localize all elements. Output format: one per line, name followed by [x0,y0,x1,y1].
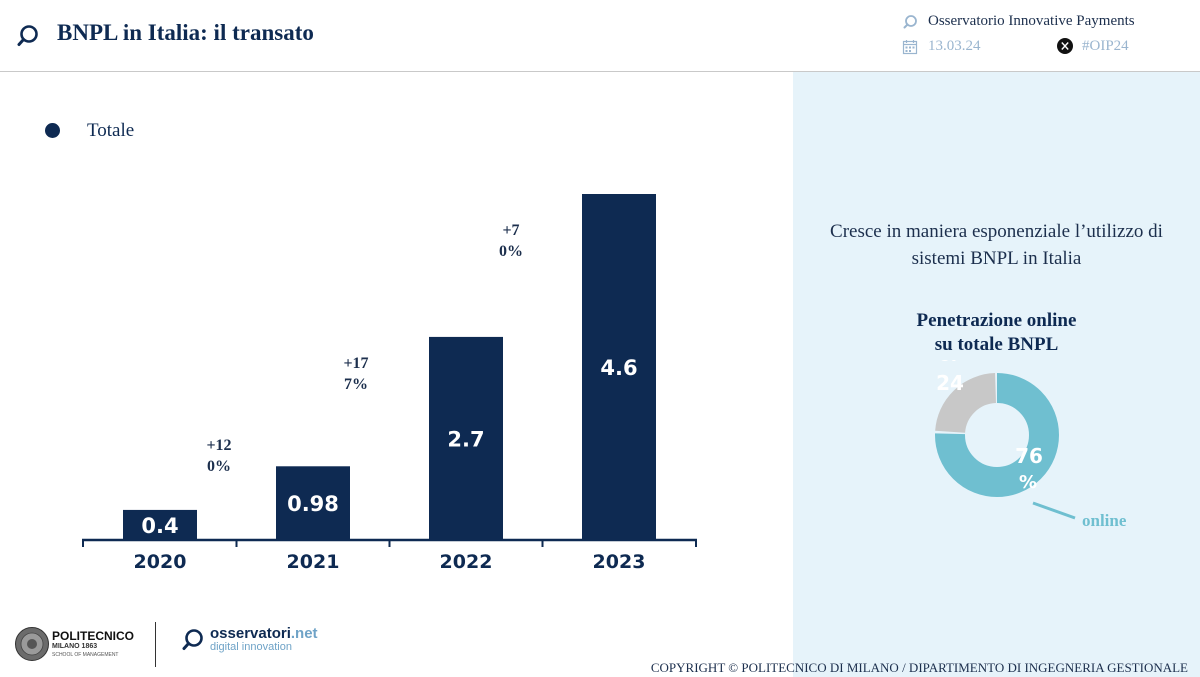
donut-other-value-label-top: 0. [939,360,957,366]
donut-online-percent-sign: % [1019,472,1037,493]
politecnico-seal-icon [15,627,49,661]
magnifier-icon [903,15,917,29]
calendar-icon [902,40,918,55]
donut-slice-online [935,373,1059,497]
x-tick-label-2021: 2021 [287,551,340,573]
online-leader-line [1032,501,1076,520]
politecnico-sub: MILANO 1863 [52,643,98,650]
legend-marker [45,123,60,138]
observatory-name: Osservatorio Innovative Payments [928,13,1135,29]
page-title: BNPL in Italia: il transato [57,20,314,45]
osservatori-name-net: .net [290,625,318,642]
date: 13.03.24 [928,38,981,54]
bar-value-label-2022: 2.7 [447,427,484,451]
donut-title-line-1: Penetrazione online [916,310,1077,331]
osservatori-sub: digital innovation [210,641,292,653]
x-tick-label-2020: 2020 [134,551,187,573]
donut-title: Penetrazione online su totale BNPL [800,309,1193,357]
growth-label-2023: +70% [499,222,523,260]
bar-value-label-2021: 0.98 [287,492,339,516]
insight-panel [793,72,1200,677]
x-social-icon [1057,38,1073,54]
bar-2020 [123,509,197,540]
osservatori-name: osservatori.net [210,625,318,642]
osservatori-logo-icon [182,629,203,650]
insight-line-1: Cresce in maniera esponenziale l’utilizz… [830,221,1163,242]
growth-label-2021: +120% [206,437,232,475]
insight-line-2: sistemi BNPL in Italia [911,248,1082,269]
donut-chart: 76% 0. 24 [935,360,1076,520]
bar-2023 [582,194,656,540]
osservatori-name-main: osservatori [210,625,291,642]
donut-online-value-label: 76 [1015,444,1043,468]
insight-text: Cresce in maniera esponenziale l’utilizz… [800,218,1193,272]
header: BNPL in Italia: il transato Osservatorio… [0,0,1200,72]
politecnico-name: POLITECNICO [52,629,135,643]
growth-label-2022: +177% [343,355,369,393]
bar-value-label-2023: 4.6 [600,356,637,380]
online-label: online [1082,511,1127,530]
bar-2022 [429,336,503,540]
x-tick-label-2023: 2023 [593,551,646,573]
bar-2021 [276,466,350,540]
hashtag: #OIP24 [1082,38,1129,54]
footer-divider [155,622,156,667]
politecnico-school: SCHOOL OF MANAGEMENT [52,652,119,658]
bar-chart: 0.4 2020 0.98 2021 2.7 2022 4.6 2023 [82,194,697,573]
legend-label: Totale [87,120,135,141]
donut-other-value-label: 24 [936,371,964,395]
bar-value-label-2020: 0.4 [141,514,178,538]
donut-title-line-2: su totale BNPL [934,334,1059,355]
copyright: COPYRIGHT © POLITECNICO DI MILANO / DIPA… [650,660,1188,675]
magnifier-logo-icon [17,25,38,46]
x-tick-label-2022: 2022 [440,551,493,573]
